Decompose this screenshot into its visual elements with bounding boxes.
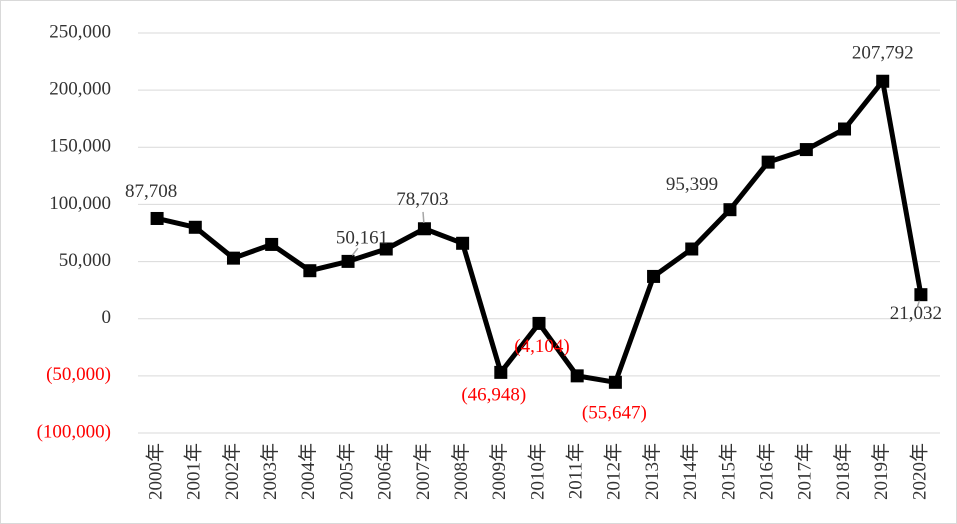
- data-label: 87,708: [125, 181, 177, 202]
- data-label: 207,792: [852, 43, 914, 64]
- marker: [608, 375, 622, 389]
- x-tick-label: 2009年: [488, 443, 510, 500]
- marker: [647, 269, 661, 283]
- x-tick-label: 2017年: [794, 443, 816, 500]
- marker: [379, 242, 393, 256]
- leader-line: [916, 300, 921, 307]
- marker: [532, 316, 546, 330]
- x-tick-label: 2011年: [565, 443, 587, 499]
- data-label: (55,647): [582, 403, 647, 424]
- marker: [226, 251, 240, 265]
- data-label: 21,032: [890, 303, 942, 324]
- x-tick-label: 2008年: [450, 443, 472, 500]
- y-tick-label: 250,000: [49, 21, 111, 42]
- y-tick-label: 100,000: [49, 193, 111, 214]
- y-tick-label: 150,000: [49, 136, 111, 157]
- x-tick-label: 2005年: [335, 443, 357, 500]
- marker: [685, 242, 699, 256]
- y-tick-label: 0: [102, 307, 112, 328]
- marker: [303, 264, 317, 278]
- data-label: 50,161: [336, 228, 388, 249]
- marker: [188, 220, 202, 234]
- x-tick-label: 2019年: [870, 443, 892, 500]
- marker: [341, 254, 355, 268]
- x-tick-label: 2006年: [374, 443, 396, 500]
- marker: [799, 143, 813, 157]
- x-tick-label: 2007年: [412, 443, 434, 500]
- y-tick-label: 200,000: [49, 79, 111, 100]
- marker: [570, 369, 584, 383]
- x-tick-label: 2002年: [221, 443, 243, 500]
- x-tick-label: 2013年: [641, 443, 663, 500]
- data-label: (46,948): [461, 385, 526, 406]
- x-tick-label: 2014年: [679, 443, 701, 500]
- x-tick-label: 2004年: [297, 443, 319, 500]
- y-tick-label: 50,000: [59, 250, 111, 271]
- x-tick-label: 2010年: [526, 443, 548, 500]
- marker: [761, 155, 775, 169]
- marker: [417, 222, 431, 236]
- x-tick-label: 2016年: [756, 443, 778, 500]
- leader-line: [422, 211, 425, 223]
- x-tick-label: 2012年: [603, 443, 625, 500]
- marker: [265, 237, 279, 251]
- x-tick-label: 2003年: [259, 443, 281, 500]
- leader-line: [351, 247, 359, 256]
- data-label: 95,399: [666, 174, 718, 195]
- x-tick-label: 2015年: [717, 443, 739, 500]
- y-tick-label: (100,000): [37, 421, 111, 442]
- x-tick-label: 2020年: [908, 443, 930, 500]
- y-tick-label: (50,000): [46, 364, 111, 385]
- x-tick-label: 2018年: [832, 443, 854, 500]
- marker: [150, 211, 164, 225]
- marker: [914, 288, 928, 302]
- data-label: 78,703: [396, 189, 448, 210]
- marker: [723, 203, 737, 217]
- marker: [838, 122, 852, 136]
- marker: [494, 365, 508, 379]
- marker: [876, 74, 890, 88]
- x-tick-label: 2000年: [144, 443, 166, 500]
- x-tick-label: 2001年: [183, 443, 205, 500]
- marker: [456, 236, 470, 250]
- data-label: (4,104): [514, 336, 569, 357]
